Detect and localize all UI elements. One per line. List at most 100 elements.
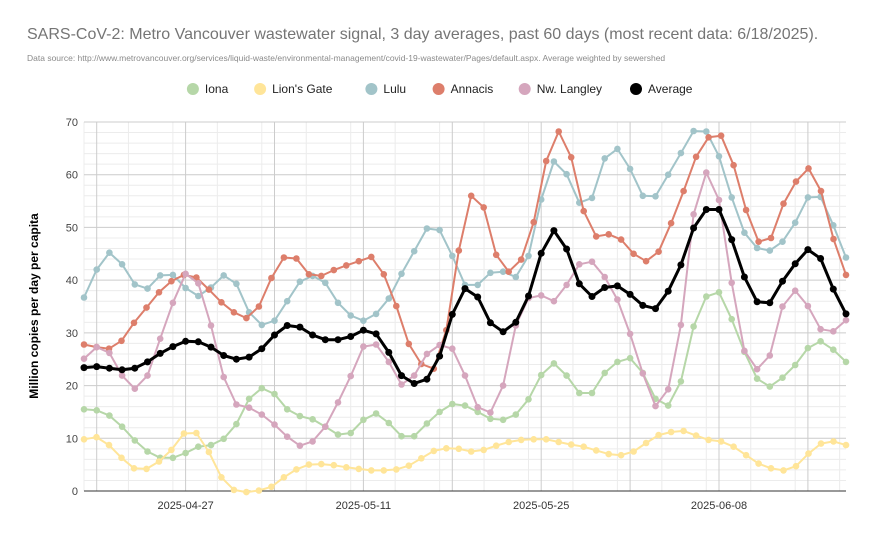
data-point xyxy=(245,395,253,403)
data-point xyxy=(283,406,291,413)
data-point xyxy=(182,449,189,457)
data-point xyxy=(842,358,850,366)
data-point xyxy=(505,268,512,276)
data-point xyxy=(218,474,225,481)
data-point xyxy=(677,321,685,329)
data-point xyxy=(717,438,725,445)
data-point xyxy=(474,281,482,289)
data-point xyxy=(550,227,558,235)
data-point xyxy=(804,302,812,310)
data-point xyxy=(804,344,812,352)
data-point xyxy=(309,438,316,445)
data-point xyxy=(143,465,150,473)
data-point xyxy=(703,293,710,300)
data-point xyxy=(271,421,278,428)
data-point xyxy=(630,448,637,455)
y-tick-label: 30 xyxy=(66,328,78,340)
data-point xyxy=(207,322,215,329)
data-point xyxy=(118,261,126,268)
data-point xyxy=(436,352,444,360)
data-point xyxy=(588,293,596,300)
data-point xyxy=(576,261,583,268)
data-point xyxy=(766,352,774,359)
data-point xyxy=(715,206,723,213)
data-point xyxy=(106,249,113,256)
data-point xyxy=(842,271,850,279)
data-point xyxy=(680,427,687,435)
data-point xyxy=(717,132,725,139)
data-point xyxy=(755,238,762,245)
data-point xyxy=(467,192,475,200)
data-point xyxy=(258,411,266,418)
legend-swatch xyxy=(432,83,445,95)
data-point xyxy=(343,464,350,471)
data-point xyxy=(398,381,405,388)
data-point xyxy=(207,343,215,351)
data-point xyxy=(106,349,113,357)
data-point xyxy=(667,219,675,227)
data-point xyxy=(592,233,600,240)
data-point xyxy=(334,399,342,406)
data-point xyxy=(436,226,443,234)
data-point xyxy=(703,169,710,176)
data-point xyxy=(753,375,761,383)
data-point xyxy=(492,442,500,450)
data-point xyxy=(347,429,355,437)
data-point xyxy=(156,272,164,279)
data-point xyxy=(692,153,700,161)
legend-swatch xyxy=(186,83,199,95)
data-point xyxy=(93,407,100,414)
data-point xyxy=(155,289,163,296)
data-point xyxy=(601,273,608,281)
legend-label: Lion's Gate xyxy=(272,82,333,96)
data-point xyxy=(245,353,253,361)
data-point xyxy=(271,390,278,398)
data-point xyxy=(575,280,583,288)
chart-subtitle: Data source: http://www.metrovancouver.o… xyxy=(27,53,666,63)
data-point xyxy=(680,187,687,195)
data-point xyxy=(555,438,562,446)
data-point xyxy=(842,316,850,324)
axes: 0 10 20 30 40 50 60 70 2025-04-27 2025-05-11 2025-… xyxy=(66,117,747,512)
data-point xyxy=(642,439,650,447)
data-point xyxy=(753,365,761,373)
data-point xyxy=(715,153,723,160)
data-point xyxy=(626,290,634,298)
data-point xyxy=(80,436,88,443)
data-point xyxy=(492,251,500,259)
legend-entry: Average xyxy=(630,82,693,96)
data-point xyxy=(233,401,240,408)
data-point xyxy=(805,450,812,457)
data-point xyxy=(817,325,824,333)
data-point xyxy=(753,298,761,306)
data-point xyxy=(380,271,388,278)
data-point xyxy=(830,346,837,354)
data-point xyxy=(617,451,625,459)
data-point xyxy=(347,312,355,319)
data-point xyxy=(430,447,438,455)
data-point xyxy=(343,262,350,269)
data-point xyxy=(393,466,400,473)
data-point xyxy=(180,430,188,437)
data-point xyxy=(677,378,685,385)
data-point xyxy=(144,448,151,455)
data-point xyxy=(614,358,621,366)
data-point xyxy=(169,271,177,279)
data-point xyxy=(182,337,190,345)
data-point xyxy=(131,385,139,393)
data-point xyxy=(393,302,400,310)
data-point xyxy=(230,486,238,494)
data-point xyxy=(283,297,291,305)
data-point xyxy=(667,428,675,436)
x-tick-label: 2025-05-25 xyxy=(513,500,569,512)
data-point xyxy=(626,354,634,362)
data-point xyxy=(588,194,596,202)
data-point xyxy=(258,384,266,392)
y-tick-label: 60 xyxy=(66,170,78,182)
data-point xyxy=(830,438,837,445)
data-point xyxy=(804,194,812,201)
series-annacis xyxy=(80,128,850,373)
legend-entry: Lion's Gate xyxy=(254,82,333,96)
data-point xyxy=(690,224,698,232)
data-point xyxy=(742,451,750,459)
